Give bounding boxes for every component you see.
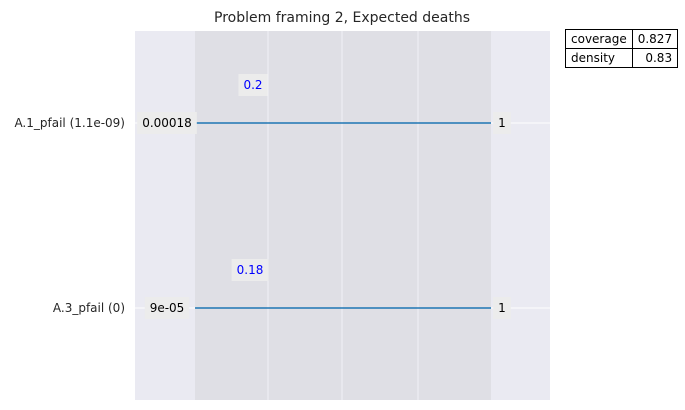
row-1-qp-value-bg	[238, 74, 268, 96]
stats-name-density: density	[565, 48, 633, 68]
row-2-dimension-label: A.3_pfail (0)	[53, 301, 125, 315]
row-1-upper-label-group: 1	[493, 112, 511, 134]
row-1-lower-label-bg	[137, 112, 197, 134]
stats-row-density: density 0.83	[565, 48, 679, 68]
row-2-lower-label-group: 9e-05	[144, 297, 190, 319]
row-2-qp-value: 0.18	[237, 263, 264, 277]
stats-table: coverage 0.827 density 0.83	[565, 29, 679, 68]
row-2-lower-label: 9e-05	[150, 301, 185, 315]
row-1-lower-label: 0.00018	[142, 116, 192, 130]
row-2-qp-value-group: 0.18	[231, 259, 269, 281]
row-1-dimension-label: A.1_pfail (1.1e-09)	[14, 116, 125, 130]
row-2-qp-value-bg	[231, 259, 269, 281]
row-1-upper-label: 1	[498, 116, 506, 130]
row-2-upper-label-group: 1	[493, 297, 511, 319]
row-1-qp-value-group: 0.2	[238, 74, 268, 96]
row-1-upper-label-bg	[493, 112, 511, 134]
chart-marks: A.1_pfail (1.1e-09) 0.00018 1 0.2 A.3_pfail …	[14, 74, 511, 319]
row-2-upper-label: 1	[498, 301, 506, 315]
chart-title: Problem framing 2, Expected deaths	[214, 10, 470, 26]
stats-row-coverage: coverage 0.827	[565, 29, 679, 49]
stats-value-coverage: 0.827	[631, 29, 679, 49]
row-1-lower-label-group: 0.00018	[137, 112, 197, 134]
stats-name-coverage: coverage	[565, 29, 633, 49]
row-2-lower-label-bg	[144, 297, 190, 319]
row-1-qp-value: 0.2	[243, 78, 262, 92]
row-2-upper-label-bg	[493, 297, 511, 319]
stats-value-density: 0.83	[631, 48, 679, 68]
